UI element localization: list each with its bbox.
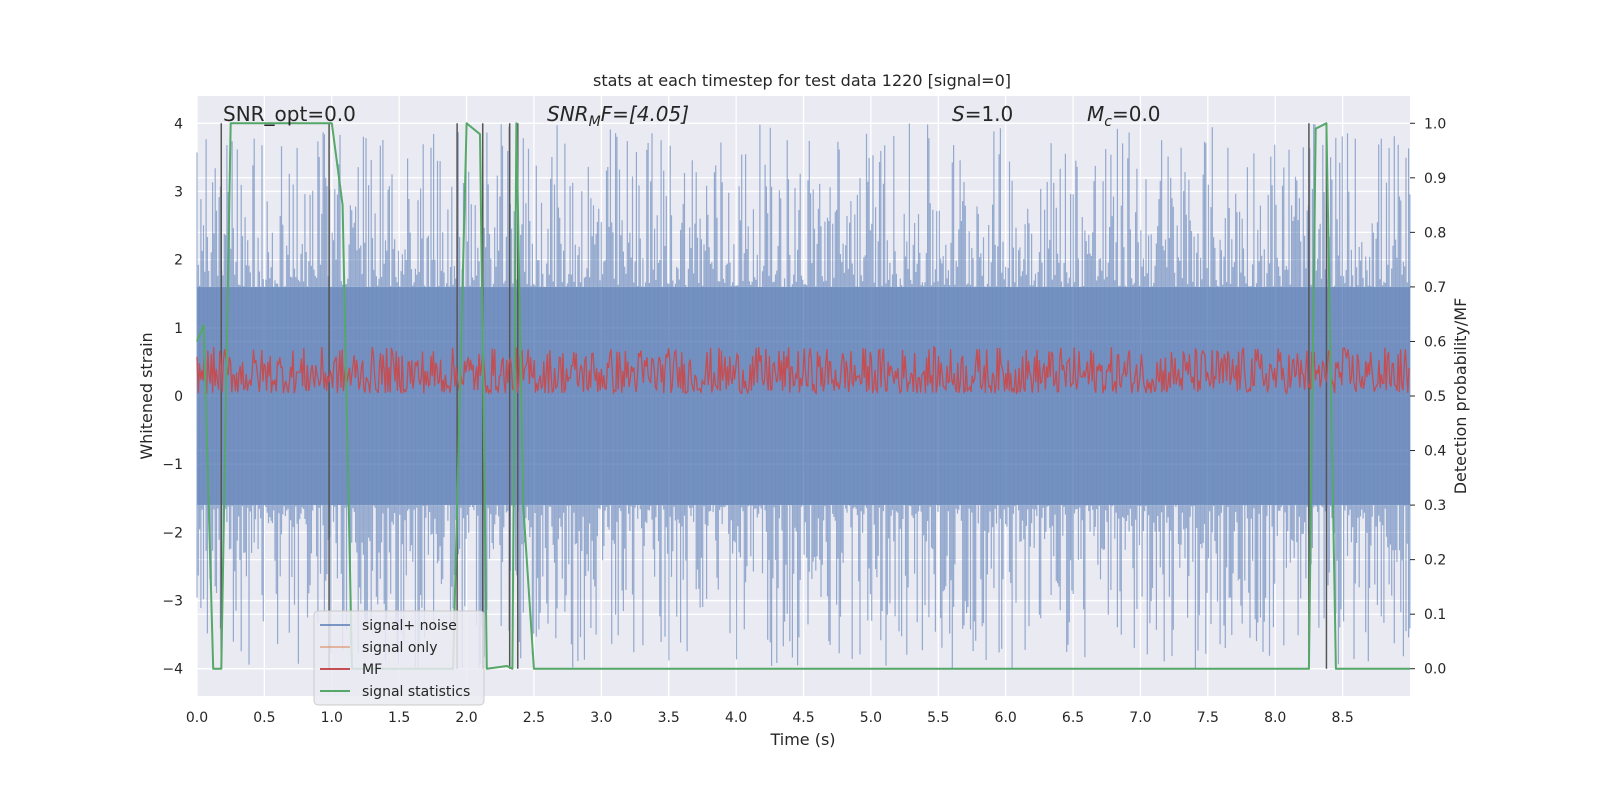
x-axis-label: Time (s): [769, 730, 835, 749]
left-y-tick-label: 2: [174, 253, 183, 269]
legend-label: MF: [362, 662, 382, 678]
left-y-tick-label: −1: [162, 457, 183, 473]
x-tick-label: 3.5: [658, 710, 680, 726]
series-signal-plus-noise: [196, 123, 1411, 669]
left-y-tick-label: 4: [174, 116, 183, 132]
annotation-s: S=1.0: [952, 102, 1013, 126]
x-tick-label: 0.0: [186, 710, 208, 726]
plot-area: [196, 96, 1411, 696]
x-tick-label: 2.0: [455, 710, 477, 726]
annotation-mc-sub: c: [1104, 114, 1112, 130]
legend: signal+ noise signal only MF signal statist…: [313, 610, 485, 706]
left-y-tick-label: −4: [162, 662, 183, 678]
x-tick-label: 5.5: [927, 710, 949, 726]
left-y-tick-label: 1: [174, 321, 183, 337]
x-tick-label: 4.0: [725, 710, 747, 726]
right-y-tick-label: 0.9: [1424, 171, 1446, 187]
x-tick-label: 7.0: [1129, 710, 1151, 726]
x-tick-label: 0.5: [253, 710, 275, 726]
mf-line: [196, 345, 1410, 396]
right-y-tick-label: 0.6: [1424, 334, 1446, 350]
x-tick-label: 1.5: [388, 710, 410, 726]
left-y-axis-ticks: 4 3 2 1 0 −1 −2 −3 −4: [162, 116, 183, 677]
right-y-tick-label: 0.5: [1424, 389, 1446, 405]
annotation-mc-rest: =0.0: [1112, 102, 1161, 126]
legend-box: [313, 610, 485, 706]
left-y-tick-label: 3: [174, 184, 183, 200]
x-tick-label: 6.5: [1062, 710, 1084, 726]
right-y-tick-label: 1.0: [1424, 116, 1446, 132]
x-tick-label: 5.0: [860, 710, 882, 726]
x-tick-label: 6.0: [995, 710, 1017, 726]
series-signal-statistics: [196, 122, 1410, 670]
right-y-tick-label: 0.7: [1424, 280, 1446, 296]
annotation-snr-mf-sub: M: [589, 114, 601, 130]
left-y-tick-label: −3: [162, 594, 183, 610]
x-tick-label: 2.5: [523, 710, 545, 726]
left-y-axis-label: Whitened strain: [137, 332, 156, 459]
right-y-tick-label: 0.4: [1424, 444, 1446, 460]
annotation-s-main: S: [952, 102, 965, 126]
left-y-tick-label: 0: [174, 389, 183, 405]
x-tick-label: 4.5: [792, 710, 814, 726]
x-tick-label: 8.5: [1331, 710, 1353, 726]
x-axis-ticks: 0.0 0.5 1.0 1.5 2.0 2.5 3.0 3.5 4.0 4.5 5.0 5.5 6.0 6…: [186, 710, 1354, 726]
annotation-mc: Mc=0.0: [1087, 102, 1161, 130]
right-y-tick-label: 0.2: [1424, 553, 1446, 569]
right-y-axis-label: Detection probability/MF: [1451, 298, 1470, 495]
right-y-tick-label: 0.8: [1424, 225, 1446, 241]
legend-label: signal statistics: [362, 684, 470, 700]
signal-statistics-line: [196, 122, 1410, 670]
right-y-axis-ticks: 1.0 0.9 0.8 0.7 0.6 0.5 0.4 0.3 0.2 0.1 0.0: [1410, 116, 1446, 678]
annotation-snr-mf: SNRMF=[4.05]: [547, 102, 689, 130]
legend-label: signal+ noise: [362, 618, 457, 634]
annotation-snr-mf-main: SNR: [547, 102, 589, 126]
series-mf: [196, 345, 1410, 396]
right-y-tick-label: 0.1: [1424, 607, 1446, 623]
x-tick-label: 7.5: [1197, 710, 1219, 726]
legend-label: signal only: [362, 640, 437, 656]
chart-title: stats at each timestep for test data 122…: [593, 71, 1011, 90]
left-y-tick-label: −2: [162, 525, 183, 541]
right-y-tick-label: 0.0: [1424, 662, 1446, 678]
annotation-mc-main: M: [1087, 102, 1104, 126]
x-tick-label: 3.0: [590, 710, 612, 726]
annotation-s-rest: =1.0: [965, 102, 1014, 126]
annotation-snr-mf-rest: F=[4.05]: [601, 102, 689, 126]
annotation-snr-opt: SNR_opt=0.0: [223, 102, 356, 126]
x-tick-label: 8.0: [1264, 710, 1286, 726]
x-tick-label: 1.0: [321, 710, 343, 726]
right-y-tick-label: 0.3: [1424, 498, 1446, 514]
